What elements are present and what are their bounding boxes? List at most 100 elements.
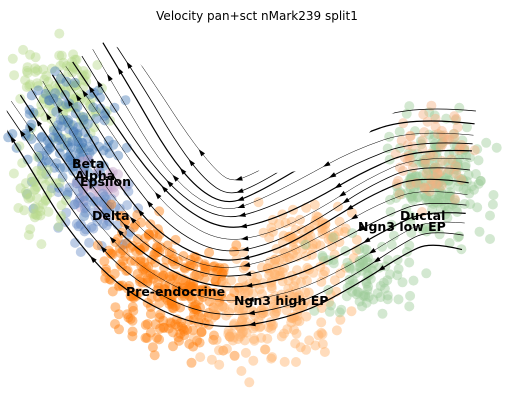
streamline-arrowhead <box>90 255 97 263</box>
scatter-point <box>405 130 416 141</box>
scatter-point <box>423 170 434 181</box>
scatter-point <box>179 279 190 290</box>
scatter-point <box>418 169 429 180</box>
scatter-point <box>435 130 446 141</box>
scatter-point <box>45 187 56 198</box>
scatter-point <box>53 135 64 146</box>
scatter-point <box>344 261 355 271</box>
scatter-point <box>191 269 202 280</box>
scatter-point <box>78 82 89 93</box>
scatter-point <box>423 181 434 192</box>
scatter-point <box>68 165 78 176</box>
scatter-point <box>86 222 97 232</box>
scatter-point <box>36 132 47 143</box>
scatter-point <box>71 129 82 140</box>
streamline-arrowhead <box>328 172 337 178</box>
scatter-point <box>336 304 347 315</box>
scatter-point <box>430 223 441 234</box>
scatter-point <box>80 203 90 214</box>
streamline-arrowhead <box>100 245 107 253</box>
scatter-point <box>199 318 210 328</box>
cluster-label-pre-endocrine: Pre-endocrine <box>126 284 225 299</box>
scatter-point <box>459 144 470 155</box>
scatter-point <box>388 230 399 241</box>
streamline-arrowhead <box>137 209 145 217</box>
scatter-point <box>424 107 435 118</box>
scatter-point <box>191 271 202 282</box>
scatter-point <box>324 297 335 308</box>
scatter-point <box>304 335 315 346</box>
scatter-point <box>308 267 319 278</box>
scatter-point <box>149 249 160 260</box>
scatter-point <box>98 145 109 156</box>
cluster-labels: Beta Alpha Epsilon Delta Pre-endocrine N… <box>72 156 446 308</box>
scatter-point <box>15 183 26 194</box>
scatter-point <box>269 258 280 269</box>
scatter-point <box>303 225 314 236</box>
scatter-point <box>122 265 133 276</box>
scatter-point <box>52 120 63 131</box>
scatter-point <box>68 157 78 168</box>
scatter-point <box>98 181 109 192</box>
scatter-point <box>186 281 197 292</box>
scatter-point <box>89 207 100 217</box>
scatter-point <box>78 163 89 174</box>
scatter-point <box>185 279 196 290</box>
scatter-point <box>363 252 373 263</box>
scatter-point <box>214 345 224 356</box>
scatter-point <box>90 106 101 117</box>
scatter-point <box>442 212 453 223</box>
scatter-point <box>313 330 324 341</box>
scatter-point <box>53 187 64 198</box>
scatter-point <box>188 341 199 352</box>
streamline-arrowhead <box>334 182 342 189</box>
scatter-point <box>289 324 299 335</box>
scatter-point <box>32 165 42 176</box>
streamline-arrowhead <box>154 192 162 200</box>
scatter-point <box>288 233 299 244</box>
scatter-point <box>158 288 169 299</box>
scatter-point <box>393 294 404 305</box>
scatter-point <box>41 71 52 81</box>
scatter-point <box>83 133 94 144</box>
streamline-arrowhead <box>129 216 137 224</box>
scatter-point <box>108 182 119 193</box>
scatter-point <box>48 105 59 116</box>
scatter-point <box>286 312 297 323</box>
scatter-point <box>450 195 461 206</box>
scatter-point <box>140 320 151 330</box>
streamline-arrowhead <box>117 67 124 75</box>
scatter-point <box>78 165 89 176</box>
scatter-point <box>266 277 277 288</box>
scatter-point <box>349 278 360 289</box>
scatter-point <box>331 325 342 336</box>
scatter-point <box>396 135 407 146</box>
scatter-point <box>44 138 55 149</box>
scatter-point <box>114 243 125 254</box>
scatter-point <box>71 178 82 189</box>
scatter-point <box>275 295 286 306</box>
scatter-point <box>472 202 483 213</box>
scatter-point <box>22 189 33 199</box>
scatter-point <box>421 168 432 179</box>
scatter-point <box>166 318 177 329</box>
scatter-point <box>73 221 84 232</box>
scatter-point <box>170 234 181 245</box>
streamline-arrowhead <box>242 262 251 267</box>
scatter-point <box>425 179 436 190</box>
scatter-point <box>58 114 69 125</box>
scatter-point <box>372 288 383 299</box>
scatter-point <box>194 285 205 296</box>
scatter-point <box>243 288 253 298</box>
scatter-point <box>43 95 54 106</box>
streamline <box>6 105 464 315</box>
scatter-point <box>64 124 75 135</box>
scatter-point <box>279 328 289 339</box>
scatter-point <box>257 262 267 273</box>
scatter-point <box>28 208 39 219</box>
scatter-point <box>393 264 404 274</box>
scatter-point <box>117 261 127 272</box>
scatter-point <box>449 139 460 150</box>
scatter-point <box>86 93 97 104</box>
scatter-point <box>78 198 89 209</box>
